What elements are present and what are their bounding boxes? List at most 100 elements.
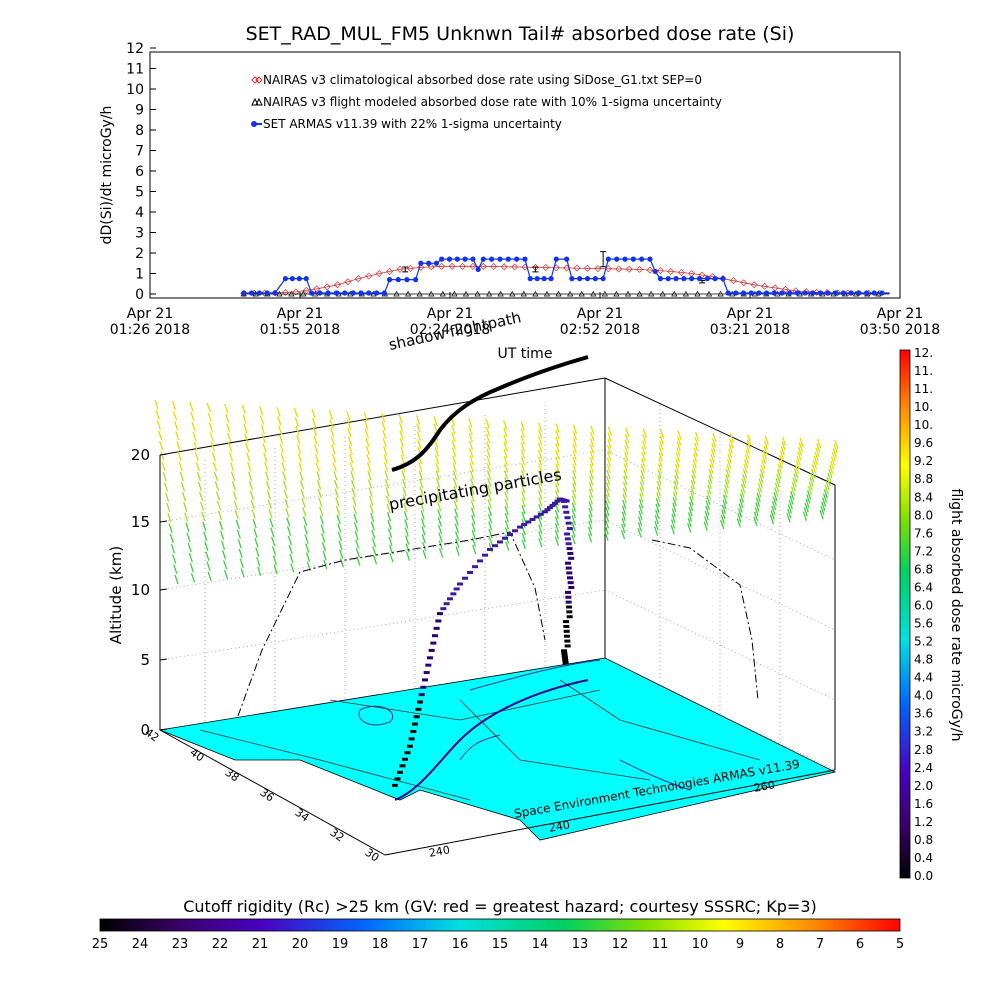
flight-sample xyxy=(412,722,418,726)
particle-dash xyxy=(743,464,748,474)
data-point xyxy=(497,290,504,297)
particle-dash xyxy=(384,479,390,489)
data-point xyxy=(794,290,800,296)
particle-dash xyxy=(184,512,189,522)
particle-dash xyxy=(365,437,370,447)
data-point xyxy=(696,276,703,282)
rigidity-tick-label: 25 xyxy=(92,937,109,952)
particle-dash xyxy=(347,428,352,438)
flight-sample xyxy=(533,515,540,519)
particle-dash xyxy=(829,460,835,470)
particle-dash xyxy=(227,432,232,443)
particle-dash xyxy=(654,515,659,525)
data-point xyxy=(848,290,854,296)
particle-dash xyxy=(400,454,405,464)
particle-dash xyxy=(469,455,474,465)
particle-dash xyxy=(554,509,560,520)
particle-dash xyxy=(294,417,299,427)
particle-dash xyxy=(470,477,475,488)
particle-dash xyxy=(471,522,476,532)
particle-dash xyxy=(469,448,474,458)
particle-dash xyxy=(571,508,576,519)
data-point xyxy=(289,276,295,282)
particle-dash xyxy=(350,479,356,489)
particle-dash xyxy=(810,472,815,483)
rigidity-colorbar xyxy=(99,918,901,932)
particle-dash xyxy=(782,436,787,447)
rigidity-tick-label: 7 xyxy=(816,937,824,952)
particle-dash xyxy=(816,443,821,453)
data-point xyxy=(532,290,539,297)
particle-dash xyxy=(227,442,233,452)
z-tick-label: 5 xyxy=(140,651,150,669)
flight-sample xyxy=(407,744,413,748)
particle-dash xyxy=(744,459,749,469)
shadow-flightpath-wall-left xyxy=(237,531,546,717)
particle-dash xyxy=(571,495,577,506)
flight-sample xyxy=(547,506,553,510)
particle-dash xyxy=(624,445,629,455)
particle-dash xyxy=(190,573,196,583)
flight-sample xyxy=(537,512,544,516)
particle-dash xyxy=(488,521,493,531)
particle-dash xyxy=(372,546,377,556)
particle-dash xyxy=(299,471,304,481)
particle-dash xyxy=(571,502,576,512)
particle-dash xyxy=(657,469,662,479)
data-point xyxy=(272,290,278,296)
shadow-flightpath-wall-right xyxy=(651,539,759,701)
particle-dash xyxy=(659,435,664,445)
particle-dash xyxy=(754,506,759,517)
particle-dash xyxy=(285,508,290,518)
particle-dash xyxy=(269,518,274,528)
particle-dash xyxy=(418,470,423,481)
flight-sample xyxy=(565,542,572,546)
ground-track xyxy=(394,679,589,801)
flight-sample xyxy=(565,600,572,604)
data-point xyxy=(584,276,591,282)
data-point xyxy=(817,290,823,296)
particle-dash xyxy=(420,510,425,520)
y-tick-label: 8 xyxy=(135,123,144,139)
particle-dash xyxy=(503,448,508,459)
data-point xyxy=(416,290,423,297)
particle-dash xyxy=(761,459,766,469)
rigidity-tick-label: 16 xyxy=(452,937,469,952)
precipitating-particles xyxy=(154,399,839,585)
particle-dash xyxy=(588,514,593,524)
data-point xyxy=(317,290,323,296)
particle-dash xyxy=(486,441,491,451)
particle-dash xyxy=(174,574,179,585)
particle-dash xyxy=(638,516,643,526)
flight-sample xyxy=(552,501,558,505)
particle-dash xyxy=(708,469,713,479)
particle-dash xyxy=(756,492,761,503)
particle-dash xyxy=(830,456,836,466)
data-point xyxy=(474,290,481,297)
flight-sample xyxy=(477,559,483,563)
flight-sample xyxy=(568,586,575,590)
particle-dash xyxy=(660,429,665,439)
particle-dash xyxy=(185,522,190,532)
particle-dash xyxy=(271,546,277,556)
particle-dash xyxy=(707,484,712,495)
data-point xyxy=(639,256,645,262)
particle-dash xyxy=(503,455,508,466)
flight-sample xyxy=(430,641,437,645)
data-point xyxy=(520,290,527,297)
particle-dash xyxy=(211,451,217,462)
particle-dash xyxy=(470,507,476,517)
particle-dash xyxy=(247,461,252,472)
data-point xyxy=(333,290,340,296)
data-point xyxy=(454,256,460,262)
particle-dash xyxy=(472,544,477,555)
series-line xyxy=(243,258,890,294)
particle-dash xyxy=(288,544,293,555)
particle-dash xyxy=(295,426,300,436)
rigidity-tick-label: 24 xyxy=(132,937,149,952)
data-point xyxy=(313,285,321,293)
data-point xyxy=(489,256,495,262)
particle-dash xyxy=(304,534,309,544)
flight-sample xyxy=(544,508,551,512)
particle-dash xyxy=(587,533,593,543)
